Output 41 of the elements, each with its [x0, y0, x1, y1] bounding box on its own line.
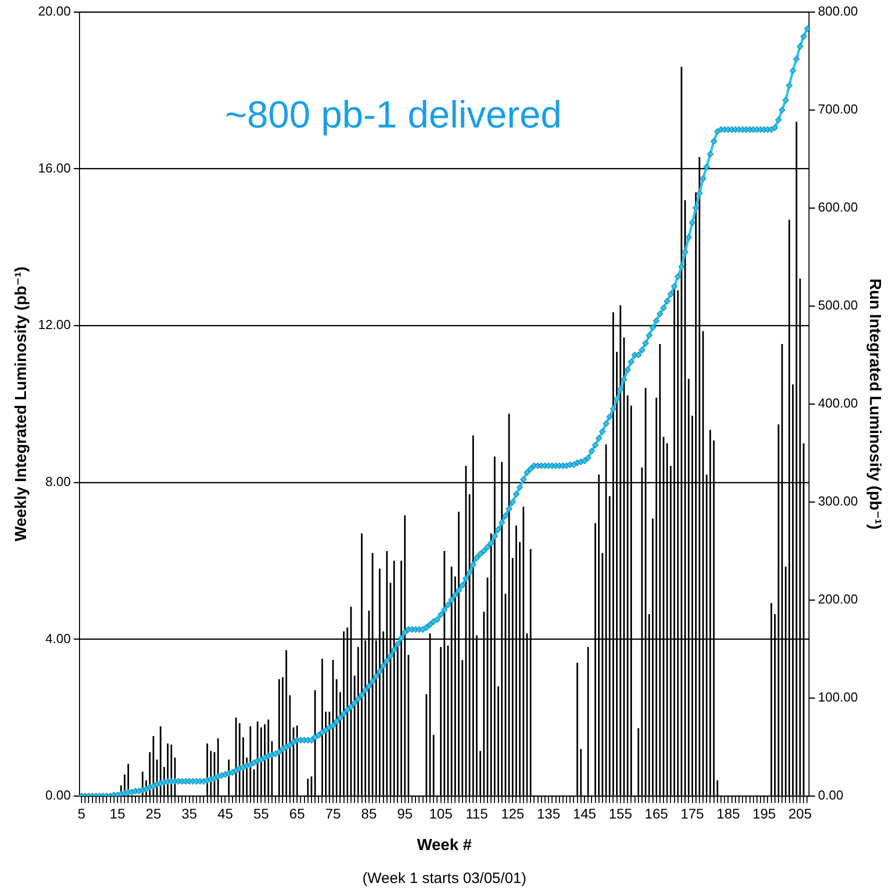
y-tick-label: 0.00: [45, 788, 71, 803]
x-tick-label: 115: [466, 805, 488, 822]
y-tick-label: 4.00: [45, 630, 71, 646]
y2-tick-label: 400.00: [818, 396, 858, 411]
y2-tick-label: 0.00: [818, 788, 844, 803]
text: (Week 1 starts 03/05/01): [362, 870, 526, 888]
y-tick-label: 20.00: [38, 4, 71, 19]
y2-tick-label: 800.00: [818, 4, 858, 19]
x-tick-label: 135: [536, 805, 560, 822]
x-tick-label: 155: [608, 805, 632, 822]
y-axis-title: Weekly Integrated Luminosity (pb⁻¹): [13, 266, 30, 542]
y2-axis-title: Run Integrated Luminosity (pb⁻¹): [866, 278, 883, 530]
annotation: ~800 pb-1 delivered: [224, 94, 562, 136]
x-tick-label: 5: [78, 805, 86, 822]
y-tick-label: 12.00: [38, 317, 71, 332]
x-tick-label: 95: [397, 805, 413, 822]
x-tick-label: 165: [644, 805, 668, 822]
y2-tick-label: 700.00: [818, 102, 858, 117]
x-tick-label: 105: [429, 805, 453, 822]
x-tick-label: 45: [217, 805, 234, 822]
x-tick-label: 65: [289, 805, 306, 822]
x-tick-label: 145: [572, 805, 596, 822]
x-tick-label: 175: [680, 805, 704, 822]
y-tick-label: 16.00: [38, 160, 71, 176]
y2-tick-label: 100.00: [818, 690, 858, 705]
x-axis-title: Week #: [416, 836, 472, 854]
x-tick-label: 185: [716, 805, 740, 822]
x-tick-label: 85: [361, 805, 377, 822]
y2-tick-label: 300.00: [818, 494, 858, 509]
y2-tick-label: 500.00: [818, 298, 858, 313]
x-tick-label: 35: [182, 805, 198, 822]
x-tick-label: 15: [110, 805, 126, 822]
x-tick-label: 205: [788, 805, 812, 822]
x-tick-label: 195: [752, 805, 776, 822]
x-tick-label: 125: [500, 805, 525, 822]
y-tick-label: 8.00: [45, 474, 71, 489]
x-tick-label: 25: [146, 805, 162, 822]
y2-tick-label: 600.00: [818, 200, 858, 215]
y2-tick-label: 200.00: [818, 592, 858, 607]
x-tick-label: 55: [253, 805, 270, 822]
x-tick-label: 75: [325, 805, 342, 822]
